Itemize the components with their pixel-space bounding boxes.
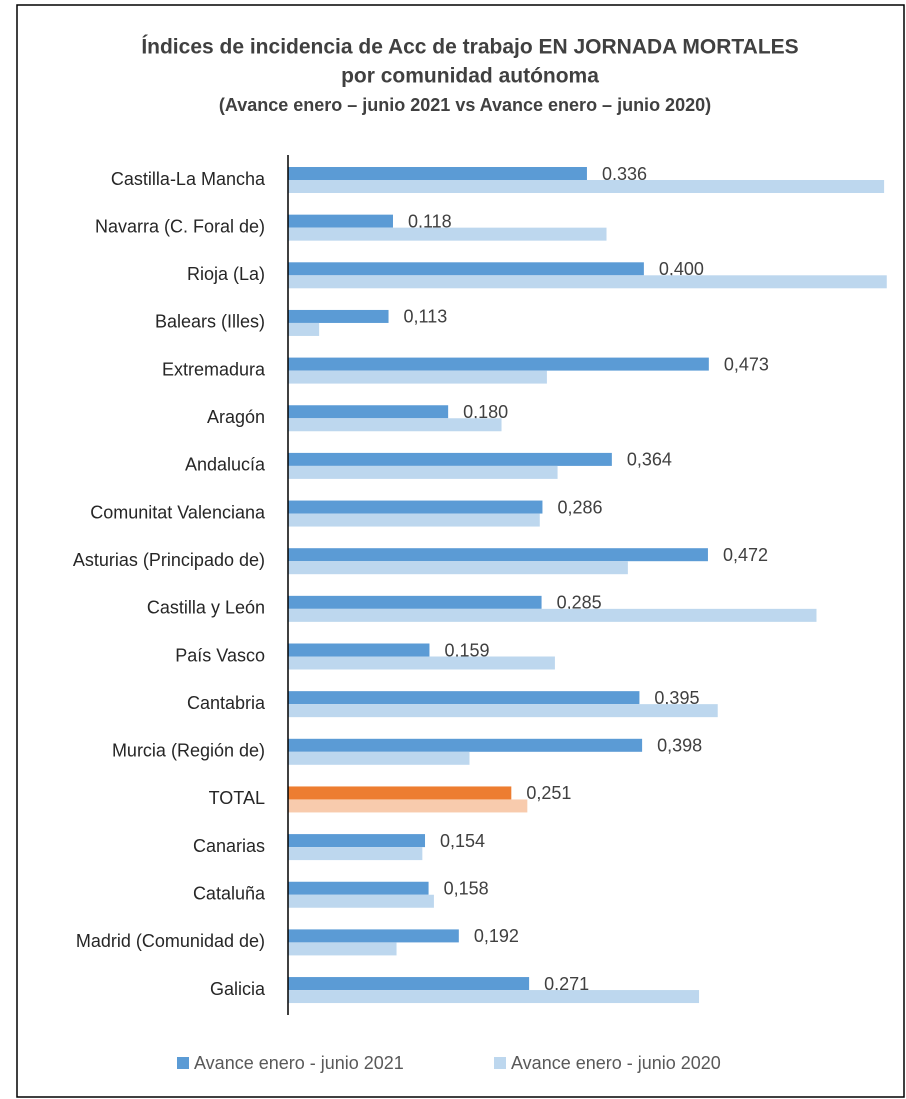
chart-title: Índices de incidencia de Acc de trabajo … — [141, 36, 798, 59]
legend-swatch — [177, 1057, 189, 1069]
category-label: Cantabria — [187, 693, 266, 713]
bar — [288, 751, 470, 765]
category-label: Galicia — [210, 979, 266, 999]
category-label: Comunitat Valenciana — [90, 502, 266, 522]
bar — [288, 465, 558, 479]
category-label: Castilla-La Mancha — [111, 169, 266, 189]
bar — [288, 704, 718, 718]
bar — [288, 691, 640, 705]
bar — [288, 452, 612, 466]
bar — [288, 370, 547, 384]
value-label: 0,473 — [724, 354, 769, 374]
bar — [288, 942, 397, 956]
value-label: 0,472 — [723, 545, 768, 565]
value-label: 0,113 — [404, 307, 448, 327]
bar — [288, 180, 885, 193]
bar — [288, 322, 320, 336]
bar — [288, 513, 540, 527]
bar — [288, 167, 587, 180]
category-label: Madrid (Comunidad de) — [76, 931, 265, 951]
bar — [288, 786, 512, 800]
value-label: 0,158 — [444, 879, 489, 899]
bar — [288, 262, 644, 276]
value-label: 0,251 — [526, 783, 571, 803]
category-label: Murcia (Región de) — [112, 741, 265, 761]
bar — [288, 738, 643, 752]
bar — [288, 977, 530, 991]
category-label: TOTAL — [209, 788, 265, 808]
bar — [288, 548, 708, 562]
value-label: 0,286 — [557, 497, 602, 517]
value-label: 0,159 — [444, 640, 489, 660]
bar — [288, 309, 389, 323]
chart-subtitle: (Avance enero – junio 2021 vs Avance ene… — [219, 95, 711, 115]
category-label: Castilla y León — [147, 598, 265, 618]
value-label: 0,118 — [408, 211, 452, 231]
category-label: Andalucía — [185, 455, 266, 475]
bar — [288, 357, 709, 371]
bar — [288, 929, 459, 943]
bar — [288, 894, 434, 908]
value-label: 0,398 — [657, 736, 702, 756]
value-label: 0,271 — [544, 974, 589, 994]
category-label: Cataluña — [193, 884, 266, 904]
value-label: 0,180 — [463, 402, 508, 422]
value-label: 0,364 — [627, 450, 672, 470]
bar — [288, 405, 449, 419]
value-label: 0,192 — [474, 926, 519, 946]
bar — [288, 881, 429, 895]
legend-label: Avance enero - junio 2020 — [511, 1053, 721, 1073]
bar — [288, 500, 543, 514]
category-label: Rioja (La) — [187, 264, 265, 284]
category-label: Canarias — [193, 836, 265, 856]
legend-swatch — [494, 1057, 506, 1069]
value-label: 0,400 — [659, 259, 704, 279]
bar — [288, 799, 528, 813]
bar — [288, 595, 542, 609]
value-label: 0,154 — [440, 831, 485, 851]
category-label: Navarra (C. Foral de) — [95, 216, 265, 236]
category-label: Extremadura — [162, 359, 266, 379]
bar — [288, 847, 423, 861]
bar — [288, 608, 817, 622]
bar — [288, 834, 426, 848]
bar — [288, 275, 887, 289]
value-label: 0,285 — [557, 593, 602, 613]
bar — [288, 418, 502, 432]
bar — [288, 990, 700, 1004]
chart-title: por comunidad autónoma — [341, 65, 599, 88]
category-label: País Vasco — [175, 645, 265, 665]
bar — [288, 643, 430, 657]
bar — [288, 214, 393, 228]
category-label: Balears (Illes) — [155, 312, 265, 332]
bar — [288, 561, 628, 575]
bar — [288, 656, 555, 670]
category-label: Asturias (Principado de) — [73, 550, 265, 570]
bar — [288, 227, 607, 241]
value-label: 0,395 — [654, 688, 699, 708]
category-label: Aragón — [207, 407, 265, 427]
legend-label: Avance enero - junio 2021 — [194, 1053, 404, 1073]
value-label: 0,336 — [602, 164, 647, 184]
